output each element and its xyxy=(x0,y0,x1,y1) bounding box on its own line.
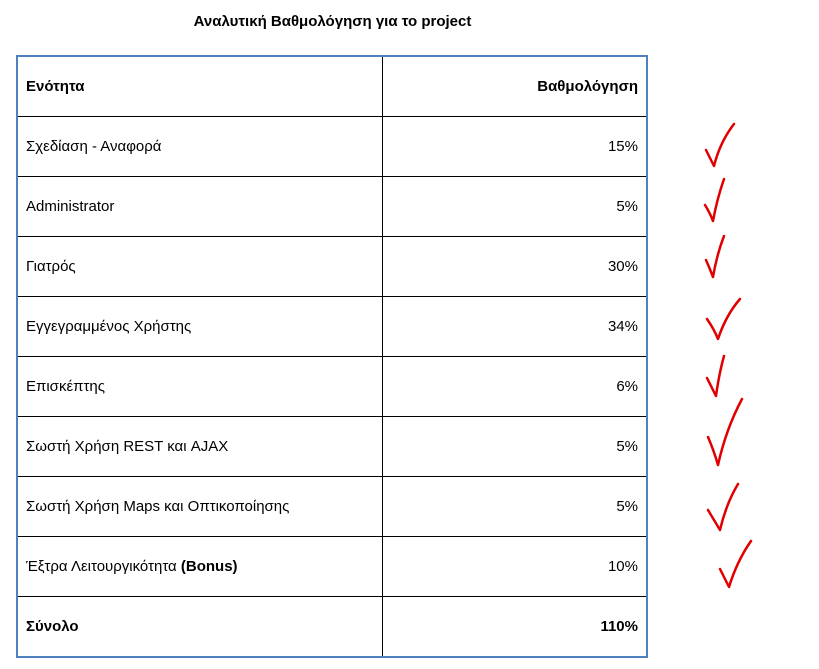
table-row: Administrator 5% xyxy=(17,176,647,237)
row-section: Administrator xyxy=(17,176,383,237)
total-grade: 110% xyxy=(600,618,638,635)
red-checkmark-icon xyxy=(704,234,726,279)
red-checkmark-icon xyxy=(718,539,753,589)
row-section: Σωστή Χρήση REST και AJAX xyxy=(17,416,383,477)
total-label: Σύνολο xyxy=(17,596,383,657)
red-checkmark-icon xyxy=(706,397,744,467)
table-total-row: Σύνολο 110% xyxy=(17,596,647,657)
red-checkmark-icon xyxy=(705,354,726,398)
row-section: Έξτρα Λειτουργικότητα (Bonus) xyxy=(17,536,383,597)
row-grade: 5% xyxy=(382,416,647,477)
table-header-row: Ενότητα Βαθμολόγηση xyxy=(17,56,647,117)
red-checkmark-icon xyxy=(703,177,726,223)
table-row: Εγγεγραμμένος Χρήστης 34% xyxy=(17,296,647,357)
document-title: Αναλυτική Βαθμολόγηση για το project xyxy=(193,13,472,30)
table-row: Σωστή Χρήση REST και AJAX 5% xyxy=(17,416,647,477)
row-section: Επισκέπτης xyxy=(17,356,383,417)
grading-table: Ενότητα Βαθμολόγηση Σχεδίαση - Αναφορά 1… xyxy=(16,55,648,658)
table-row: Γιατρός 30% xyxy=(17,236,647,297)
row-grade: 5% xyxy=(382,476,647,537)
row-grade: 34% xyxy=(382,296,647,357)
row-section: Γιατρός xyxy=(17,236,383,297)
table-row: Επισκέπτης 6% xyxy=(17,356,647,417)
row-grade: 15% xyxy=(382,116,647,177)
red-checkmark-icon xyxy=(704,122,736,168)
row-section: Εγγεγραμμένος Χρήστης xyxy=(17,296,383,357)
row-section: Σωστή Χρήση Maps και Οπτικοποίησης xyxy=(17,476,383,537)
table-row: Σχεδίαση - Αναφορά 15% xyxy=(17,116,647,177)
row-grade: 10% xyxy=(382,536,647,597)
header-section: Ενότητα xyxy=(17,56,383,117)
red-checkmark-icon xyxy=(705,297,742,341)
row-section: Σχεδίαση - Αναφορά xyxy=(17,116,383,177)
bonus-label: (Bonus) xyxy=(180,558,238,575)
row-section-text: Έξτρα Λειτουργικότητα xyxy=(26,558,181,575)
row-grade: 5% xyxy=(382,176,647,237)
row-grade: 6% xyxy=(382,356,647,417)
table-row: Έξτρα Λειτουργικότητα (Bonus) 10% xyxy=(17,536,647,597)
row-grade: 30% xyxy=(382,236,647,297)
table-row: Σωστή Χρήση Maps και Οπτικοποίησης 5% xyxy=(17,476,647,537)
red-checkmark-icon xyxy=(706,482,740,532)
header-grade: Βαθμολόγηση xyxy=(382,56,647,117)
